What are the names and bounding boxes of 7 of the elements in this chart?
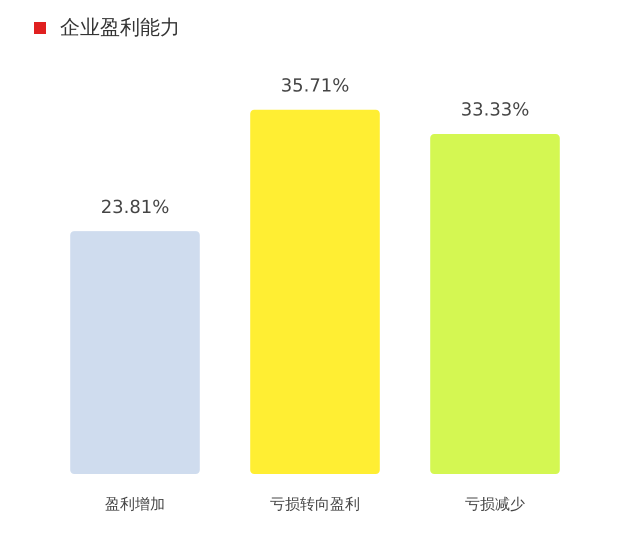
x-tick-label: 盈利增加 <box>105 494 165 513</box>
data-label: 33.33% <box>460 100 530 121</box>
x-tick-label: 亏损转向盈利 <box>270 494 360 513</box>
data-label: 35.71% <box>280 75 350 96</box>
x-tick-label: 亏损减少 <box>465 494 525 513</box>
chart-title: 企业盈利能力 <box>60 14 180 41</box>
data-label: 23.81% <box>100 196 170 218</box>
